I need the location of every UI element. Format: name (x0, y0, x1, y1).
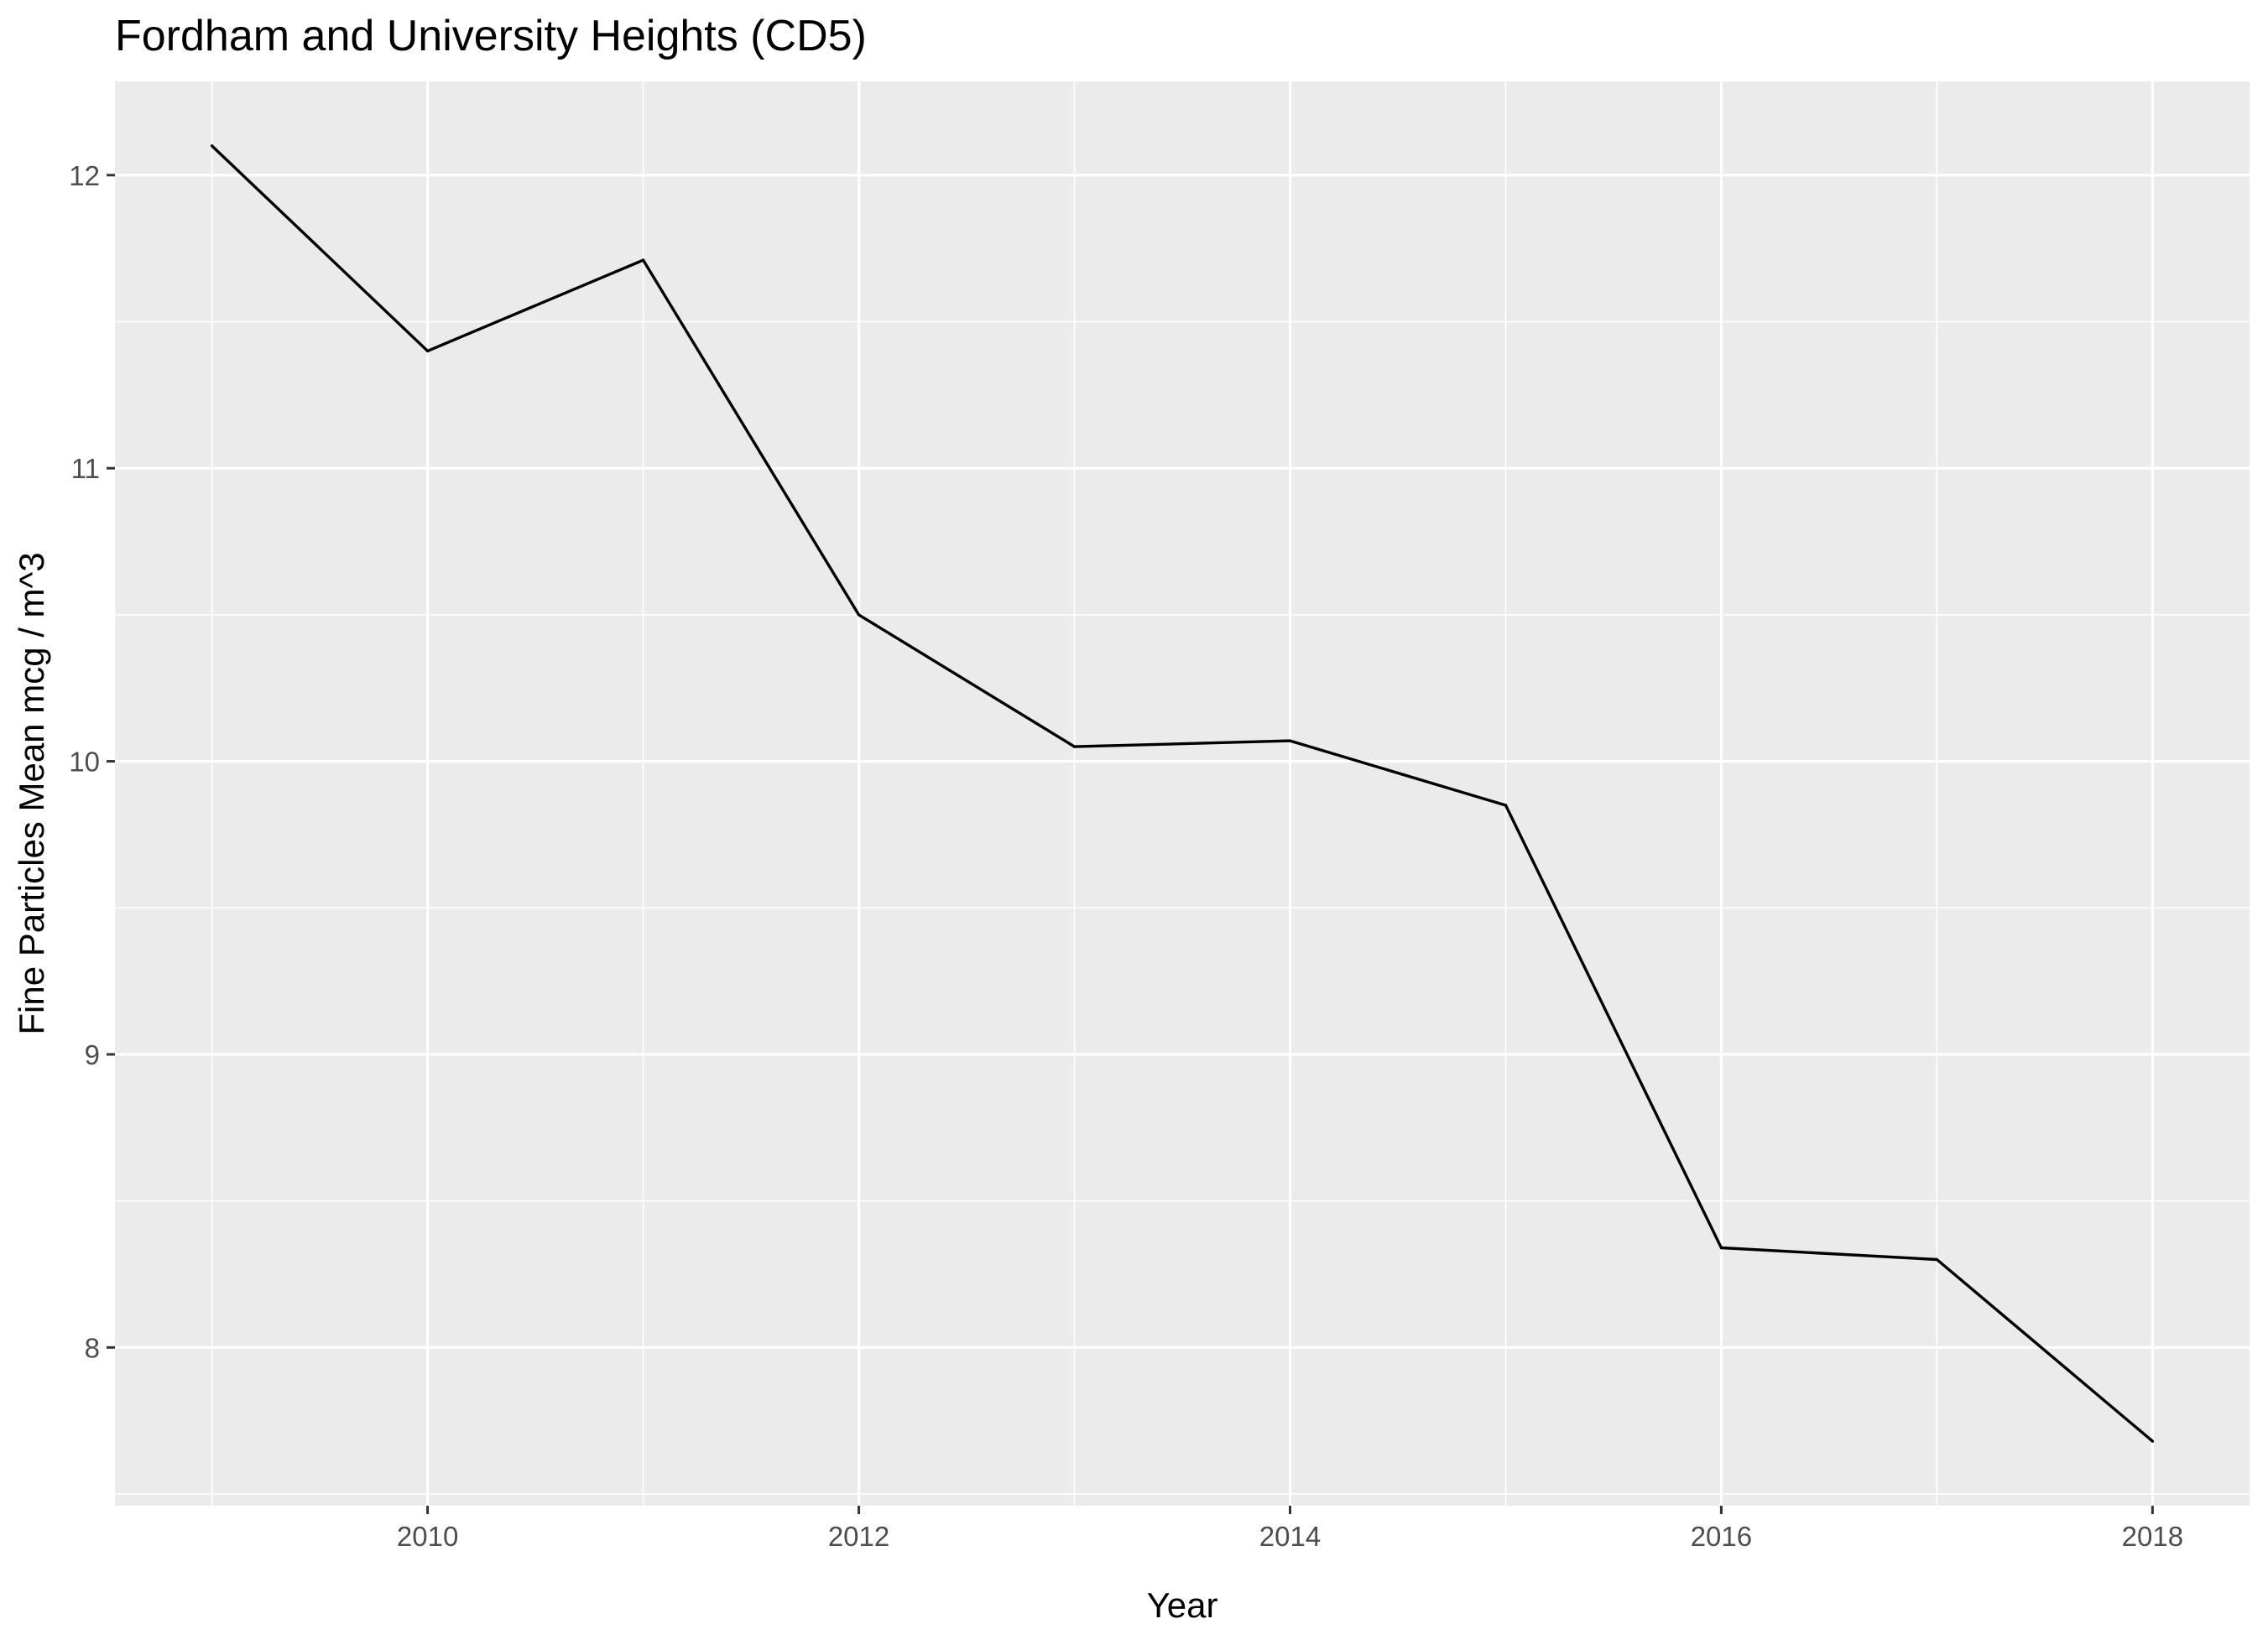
minor-gridlines (115, 81, 2250, 1506)
y-tick-label: 12 (69, 160, 100, 191)
data-point (857, 613, 861, 617)
data-point (1935, 1257, 1939, 1262)
data-point (2151, 1439, 2155, 1443)
y-tick-label: 8 (85, 1332, 100, 1363)
x-tick-label: 2018 (2122, 1521, 2183, 1552)
y-axis: 8 9 10 11 12 (69, 160, 115, 1363)
data-point (210, 144, 214, 148)
data-point (1072, 745, 1077, 748)
y-axis-title: Fine Particles Mean mcg / m^3 (12, 552, 51, 1034)
x-axis-title: Year (1147, 1585, 1218, 1625)
x-tick-label: 2014 (1259, 1521, 1321, 1552)
data-point (1288, 739, 1292, 742)
x-tick-label: 2010 (397, 1521, 458, 1552)
data-point (425, 349, 430, 353)
data-point (1504, 804, 1508, 807)
x-tick-label: 2012 (828, 1521, 889, 1552)
y-tick-label: 9 (85, 1039, 100, 1070)
data-point (1719, 1246, 1723, 1250)
series-line-1 (211, 144, 2154, 1443)
chart-title: Fordham and University Heights (CD5) (115, 12, 867, 60)
y-tick-label: 10 (69, 747, 100, 778)
major-gridlines (115, 81, 2250, 1506)
x-tick-label: 2016 (1691, 1521, 1752, 1552)
x-axis: 2010 2012 2014 2016 2018 (397, 1506, 2183, 1552)
plot-panel (115, 81, 2250, 1506)
y-tick-label: 11 (71, 453, 100, 484)
series-layer (210, 144, 2155, 1443)
data-point (641, 258, 645, 262)
